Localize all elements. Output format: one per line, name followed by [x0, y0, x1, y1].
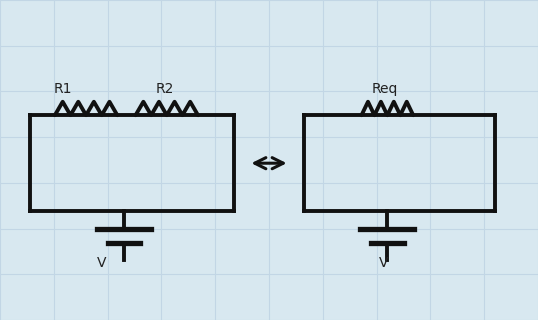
Text: V: V [379, 256, 389, 270]
Text: R2: R2 [156, 82, 174, 96]
Text: Req: Req [371, 82, 398, 96]
Text: V: V [97, 256, 107, 270]
Text: R1: R1 [54, 82, 72, 96]
